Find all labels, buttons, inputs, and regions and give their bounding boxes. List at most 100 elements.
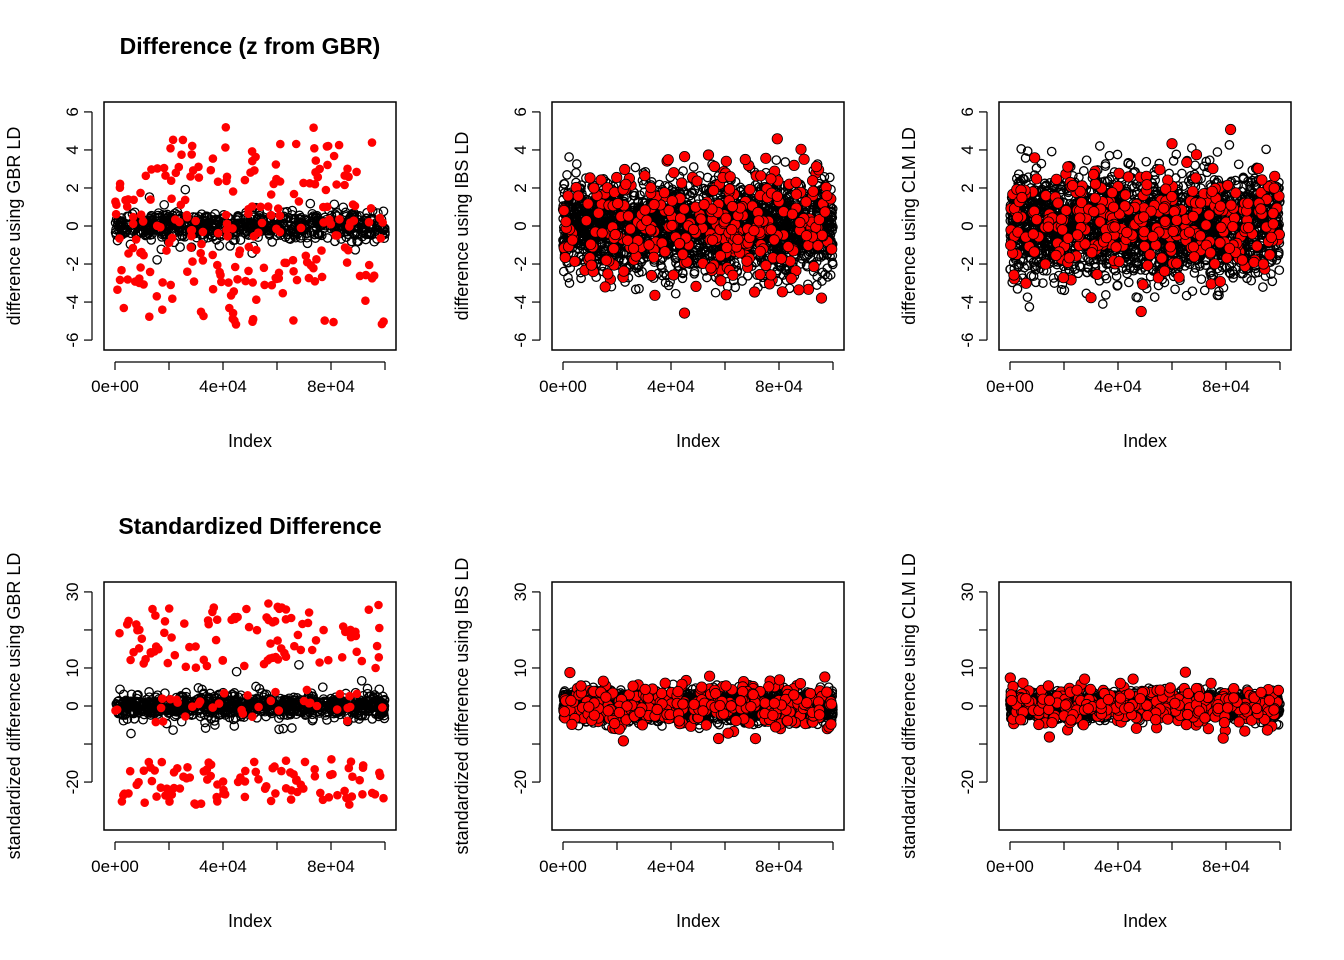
point-highlight (250, 166, 259, 175)
point-background (241, 227, 252, 237)
y-tick-label: 0 (63, 221, 82, 230)
point-highlight (291, 139, 301, 149)
point-highlight (221, 143, 230, 152)
point-highlight (748, 225, 760, 237)
panel-2: 0e+00 4e+04 8e+04-6-4-20246Indexdifference… (452, 101, 845, 451)
point-highlight (618, 265, 630, 277)
y-tick-label: 4 (63, 145, 82, 154)
point-highlight (260, 280, 269, 290)
point-background (825, 270, 836, 280)
point-highlight (343, 164, 352, 174)
point-background (823, 222, 834, 233)
point-highlight (259, 263, 269, 273)
plot-frame (103, 101, 397, 351)
y-tick-label: -4 (63, 294, 82, 309)
point-highlight (171, 215, 180, 224)
y-tick-label: -2 (63, 256, 82, 271)
point-background (737, 276, 748, 286)
point-highlight (305, 179, 315, 188)
point-highlight (145, 267, 155, 277)
point-highlight (321, 185, 331, 195)
point-highlight (721, 242, 733, 254)
point-background (1028, 271, 1039, 282)
point-highlight (639, 170, 651, 182)
point-background (1123, 277, 1134, 288)
point-background (1112, 280, 1123, 291)
point-highlight (687, 223, 700, 236)
point-highlight (225, 303, 234, 313)
point-highlight (558, 204, 570, 217)
point-highlight (208, 154, 218, 163)
point-highlight (251, 152, 260, 162)
point-background (141, 229, 152, 240)
point-highlight (806, 175, 819, 187)
point-highlight (176, 200, 186, 210)
point-highlight (794, 216, 806, 229)
point-highlight (167, 194, 176, 203)
point-highlight (304, 273, 314, 283)
point-highlight (196, 248, 205, 258)
point-highlight (723, 183, 736, 195)
point-highlight (819, 206, 831, 218)
point-highlight (119, 303, 129, 313)
point-highlight (161, 171, 170, 180)
point-highlight (263, 202, 273, 211)
point-highlight (666, 220, 678, 232)
point-highlight (272, 224, 281, 234)
point-highlight (765, 173, 777, 185)
point-highlight (223, 232, 232, 241)
point-highlight (231, 320, 241, 329)
point-highlight (222, 172, 232, 182)
point-highlight (113, 285, 122, 295)
point-highlight (186, 172, 195, 181)
points-layer (110, 123, 390, 329)
point-highlight (310, 144, 319, 153)
point-highlight (332, 180, 341, 189)
point-highlight (815, 292, 828, 304)
point-highlight (800, 230, 813, 242)
point-highlight (323, 160, 332, 170)
point-highlight (690, 280, 702, 292)
point-background (1149, 292, 1160, 302)
point-highlight (790, 188, 803, 200)
point-highlight (267, 280, 277, 290)
point-highlight (808, 260, 820, 273)
point-highlight (139, 280, 148, 289)
point-highlight (162, 246, 171, 255)
point-background (562, 170, 572, 180)
point-highlight (289, 189, 299, 199)
point-highlight (369, 271, 379, 281)
point-highlight (698, 198, 710, 211)
point-highlight (198, 256, 208, 265)
point-background (200, 212, 210, 222)
point-highlight (171, 168, 181, 178)
point-highlight (166, 280, 175, 290)
point-highlight (760, 152, 772, 164)
point-highlight (197, 239, 206, 249)
point-highlight (622, 210, 635, 222)
point-highlight (177, 150, 186, 159)
point-highlight (732, 233, 744, 245)
point-highlight (662, 154, 674, 166)
x-tick-label: 4e+04 (199, 377, 247, 396)
point-highlight (790, 176, 802, 188)
point-highlight (807, 185, 819, 197)
point-highlight (760, 259, 772, 272)
plot-frame (551, 101, 845, 351)
point-highlight (361, 296, 370, 306)
point-highlight (584, 172, 596, 184)
point-highlight (702, 149, 715, 161)
point-highlight (289, 267, 298, 276)
point-highlight (627, 242, 640, 254)
point-highlight (187, 150, 196, 159)
point-highlight (168, 135, 178, 145)
point-background (780, 264, 791, 275)
point-background (201, 211, 212, 222)
point-highlight (178, 135, 188, 145)
point-highlight (566, 234, 579, 246)
y-tick-label: 4 (511, 145, 530, 154)
point-background (630, 162, 641, 173)
point-highlight (367, 138, 377, 147)
point-highlight (274, 274, 284, 283)
